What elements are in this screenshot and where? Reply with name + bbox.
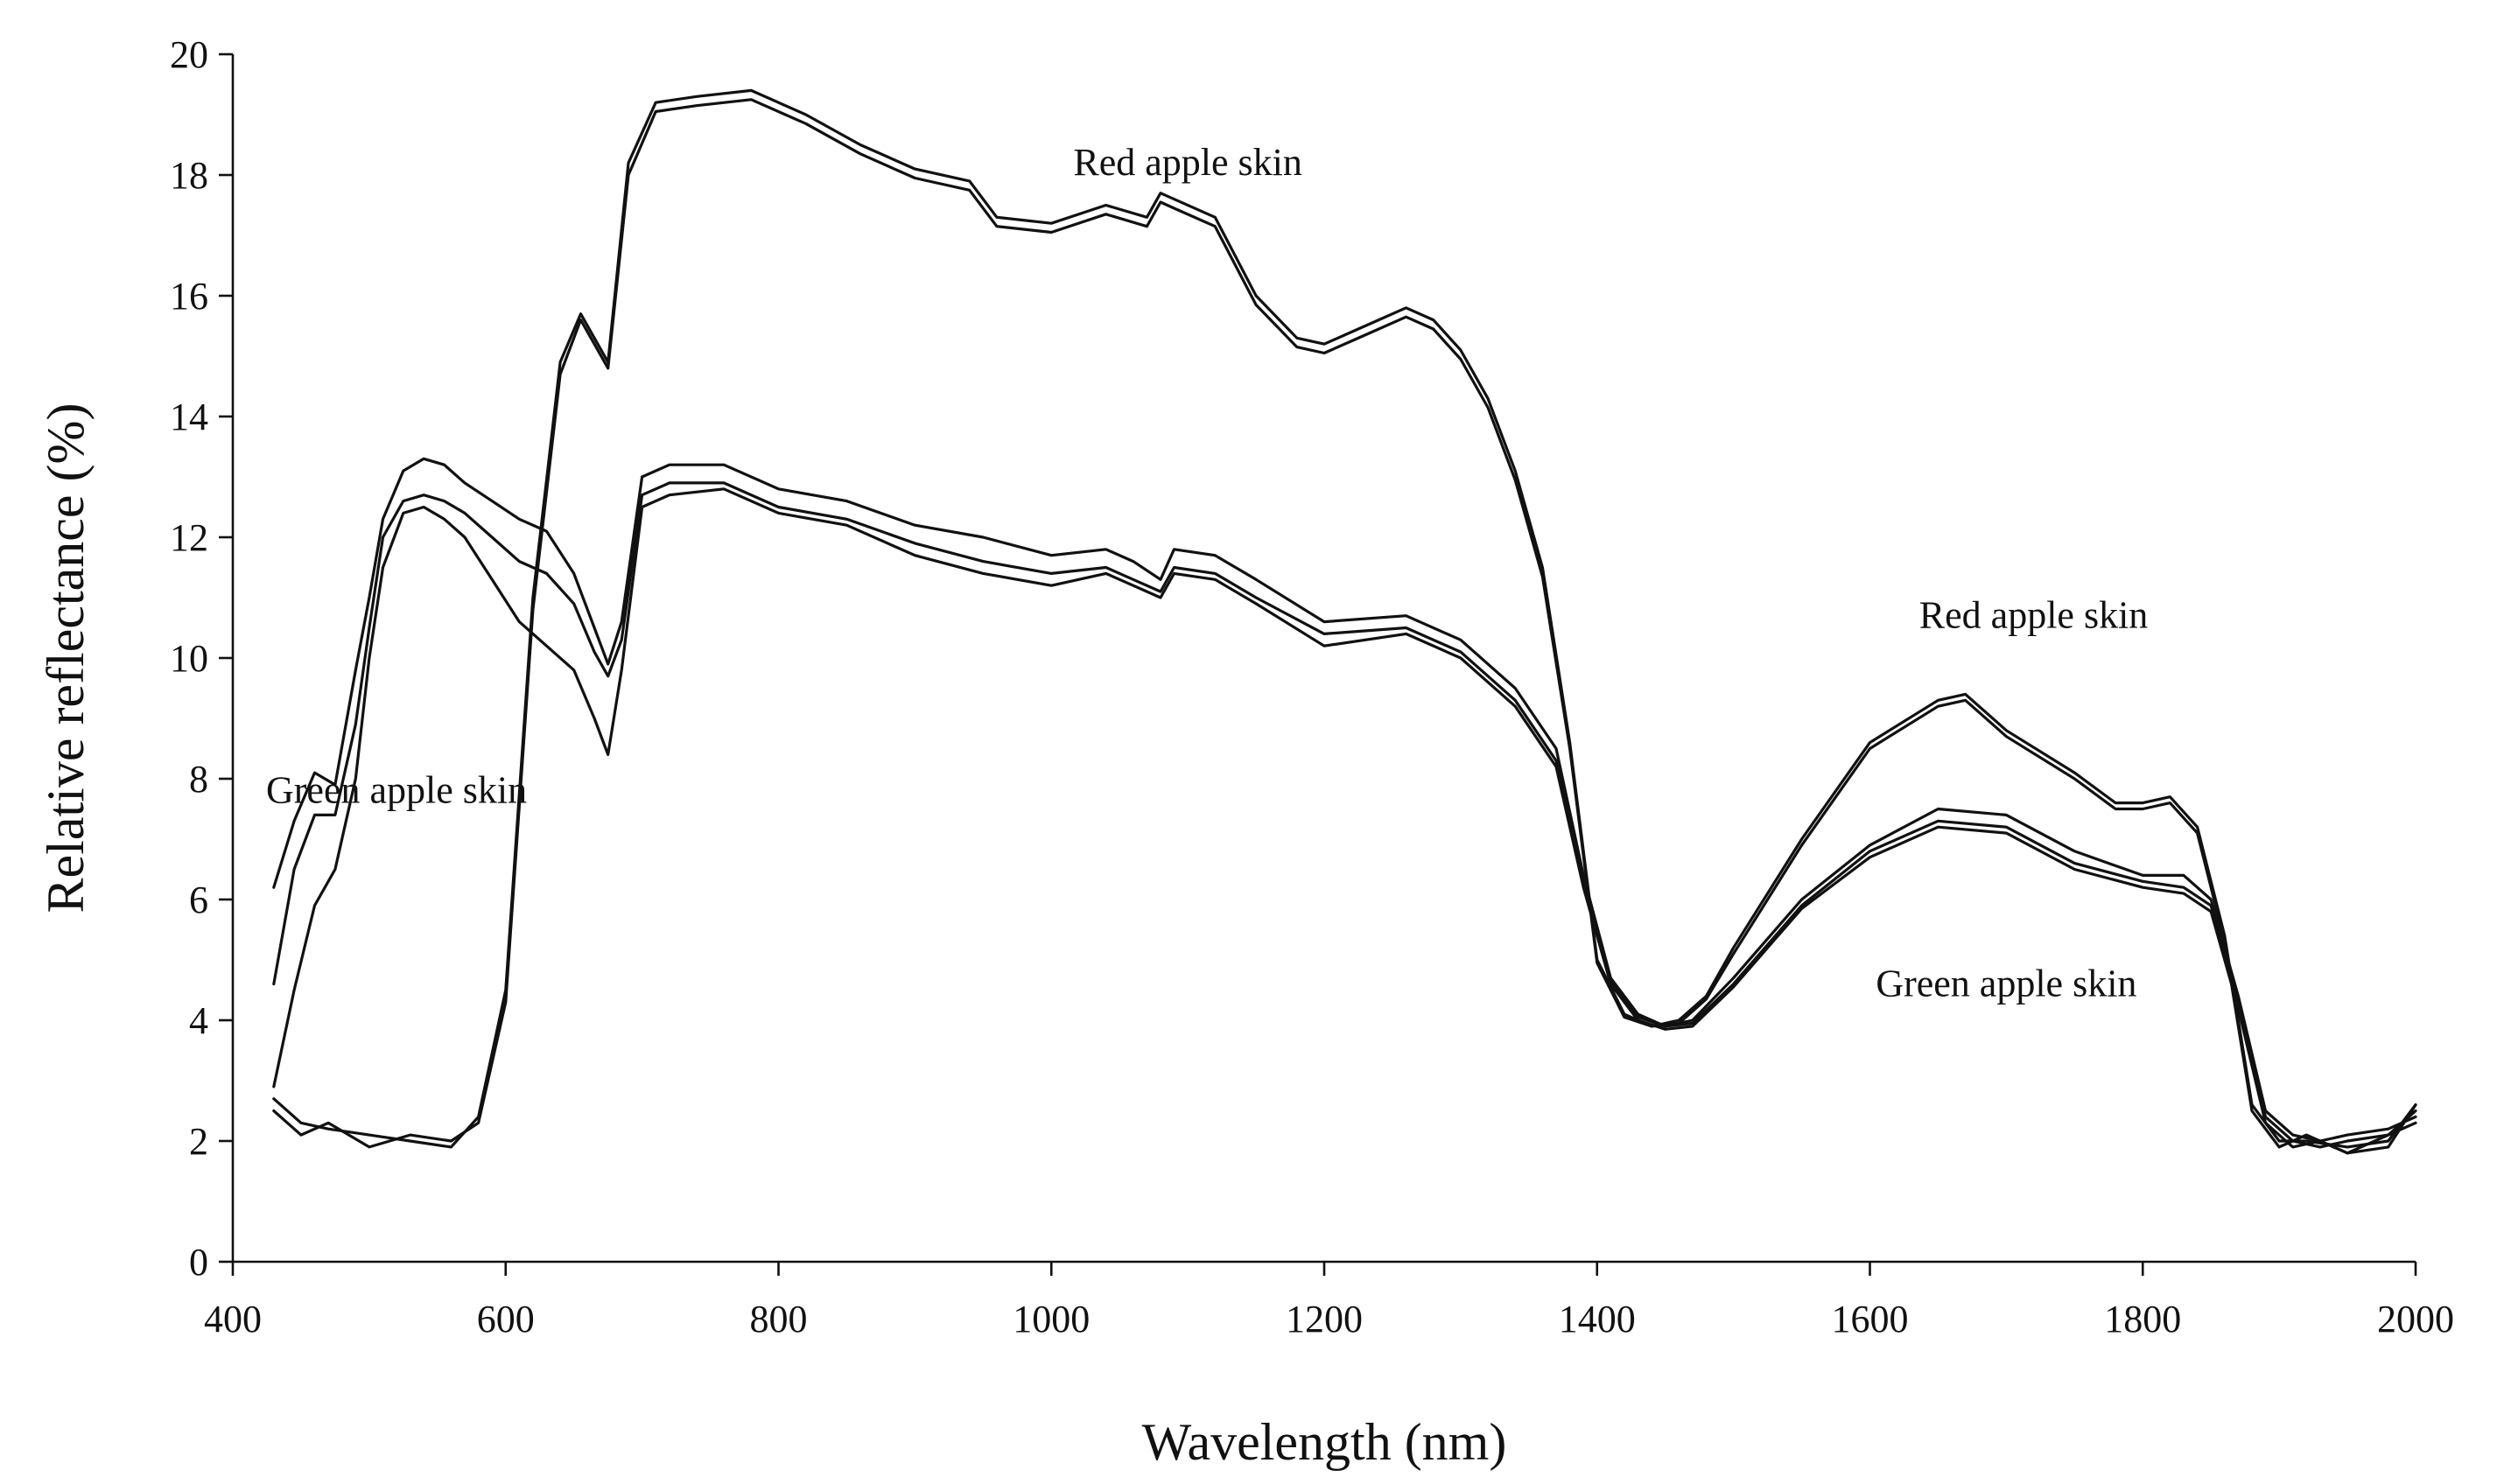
y-tick-label: 2 (189, 1120, 208, 1163)
x-tick-label: 800 (750, 1298, 808, 1340)
y-tick-label: 14 (170, 396, 208, 438)
annotation-label: Red apple skin (1073, 141, 1302, 184)
x-tick-label: 1400 (1559, 1298, 1636, 1340)
annotation-label: Green apple skin (1876, 962, 2136, 1004)
x-tick-label: 400 (204, 1298, 262, 1340)
x-tick-label: 1200 (1286, 1298, 1363, 1340)
y-axis-title: Relative reflectance (%) (37, 403, 95, 914)
series-line-3 (272, 457, 2417, 1143)
series-line-5 (272, 487, 2417, 1155)
y-tick-label: 10 (170, 637, 208, 680)
series-line-2 (272, 98, 2417, 1155)
x-tick-label: 1600 (1832, 1298, 1909, 1340)
x-tick-label: 1000 (1013, 1298, 1090, 1340)
x-tick-label: 600 (477, 1298, 535, 1340)
y-tick-label: 8 (189, 758, 208, 801)
series-line-4 (272, 481, 2417, 1149)
x-tick-label: 2000 (2377, 1298, 2454, 1340)
y-tick-label: 12 (170, 516, 208, 559)
annotation-label: Red apple skin (1919, 594, 2149, 637)
y-tick-label: 20 (170, 33, 208, 76)
y-tick-label: 16 (170, 275, 208, 318)
ticks: 0 2 4 6 8 10 12 14 16 18 20 400 600 800 1000 1200 1400 16… (170, 33, 2454, 1340)
series (272, 88, 2417, 1155)
x-axis-title: Wavelength (nm) (1142, 1413, 1507, 1471)
series-line-1 (272, 88, 2417, 1149)
annotation-label: Green apple skin (266, 769, 527, 812)
y-tick-label: 0 (189, 1241, 208, 1284)
x-tick-label: 1800 (2104, 1298, 2181, 1340)
y-tick-label: 4 (189, 999, 208, 1042)
annotations: Red apple skin Red apple skin Green apple … (266, 141, 2148, 1004)
y-tick-label: 18 (170, 154, 208, 197)
y-tick-label: 6 (189, 878, 208, 921)
